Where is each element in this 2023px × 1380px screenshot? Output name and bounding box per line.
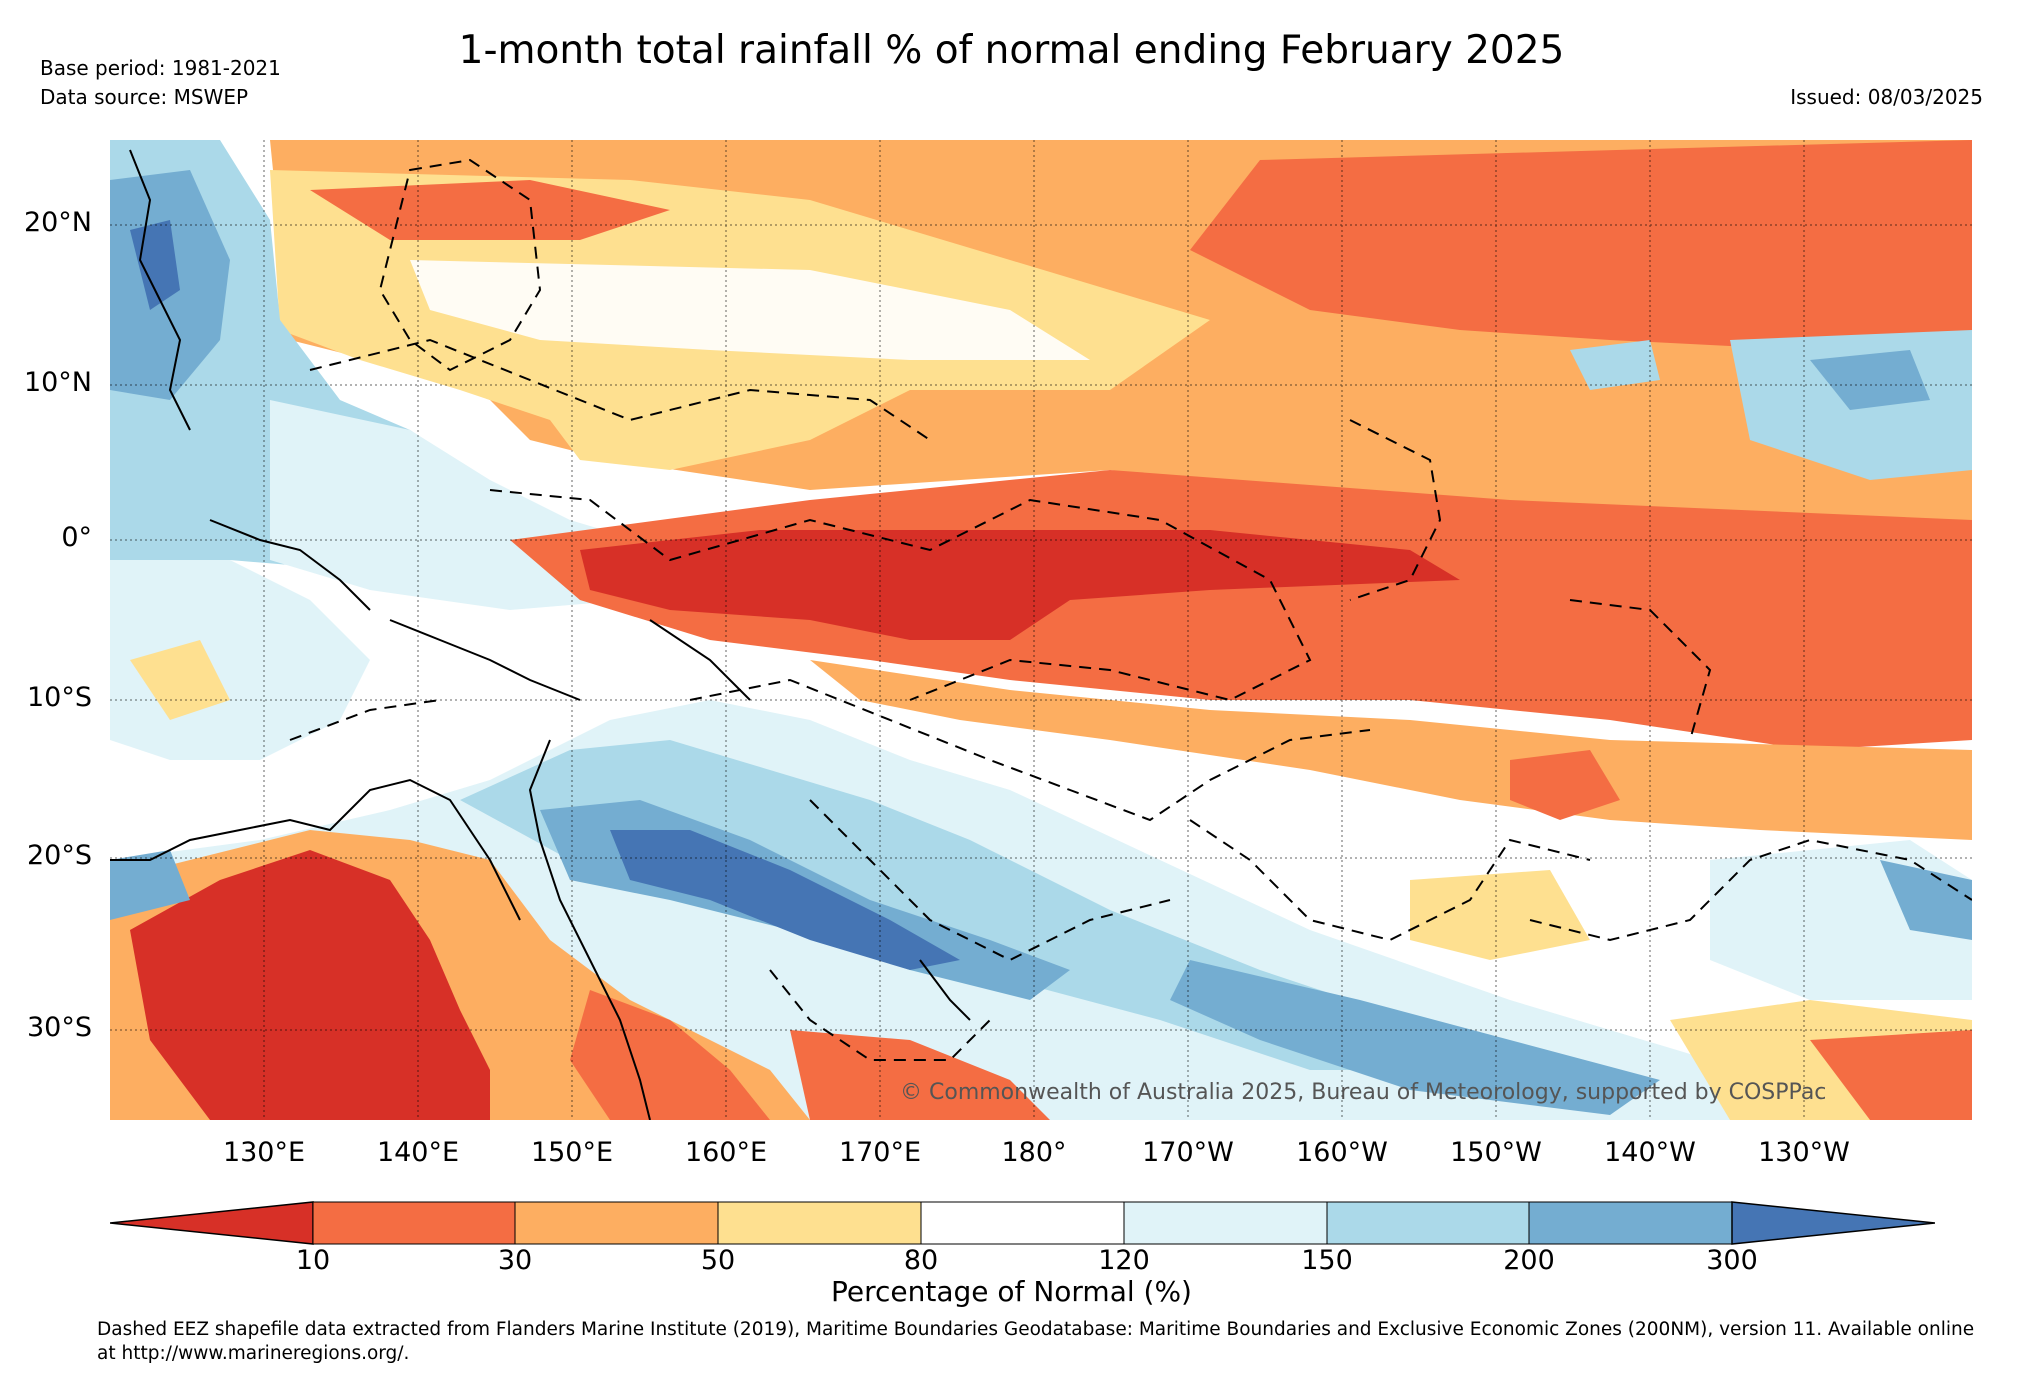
new-zealand-dry <box>790 1030 1050 1120</box>
footer-note: Dashed EEZ shapefile data extracted from… <box>97 1319 1975 1364</box>
lat-label-10n: 10°N <box>23 367 92 398</box>
colorbar <box>109 1200 1936 1250</box>
lat-label-0: 0° <box>61 522 92 553</box>
data-source: Data source: MSWEP <box>40 85 249 109</box>
map-title: 1-month total rainfall % of normal endin… <box>458 28 1565 73</box>
lon-label-160w: 160°W <box>1296 1137 1388 1168</box>
spcz-wet-east <box>1170 960 1660 1115</box>
colorbar-svg <box>109 1201 1936 1245</box>
australia-wet-west <box>110 850 190 920</box>
colorbar-segment-200-300 <box>1528 1201 1733 1245</box>
base-period: Base period: 1981-2021 <box>40 56 281 80</box>
colorbar-label: Percentage of Normal (%) <box>831 1275 1192 1308</box>
south-mod-dry-patch <box>1410 870 1590 960</box>
graticule <box>110 140 1972 1120</box>
colorbar-tick-10: 10 <box>295 1245 331 1276</box>
colorbar-segment-80-120 <box>920 1201 1125 1245</box>
rainfall-map: © Commonwealth of Australia 2025, Bureau… <box>110 140 1972 1120</box>
lon-label-180: 180° <box>1001 1137 1067 1168</box>
copyright-notice: © Commonwealth of Australia 2025, Bureau… <box>900 1080 1827 1105</box>
colorbar-tick-120: 120 <box>1098 1245 1150 1276</box>
spcz-very-wet-core <box>610 830 960 970</box>
colorbar-segment-50-80 <box>717 1201 922 1245</box>
colorbar-segment-30-50 <box>514 1201 719 1245</box>
lon-label-160e: 160°E <box>684 1137 768 1168</box>
lon-label-130e: 130°E <box>222 1137 306 1168</box>
colorbar-segment-10-30 <box>312 1201 516 1245</box>
cook-islands-dry <box>1510 750 1620 820</box>
colorbar-tick-150: 150 <box>1301 1245 1353 1276</box>
north-wet-east-core <box>1810 350 1930 410</box>
lon-label-150w: 150°W <box>1450 1137 1542 1168</box>
lat-label-20n: 20°N <box>23 207 92 238</box>
issued-date: Issued: 08/03/2025 <box>1790 85 1983 109</box>
coastlines <box>110 149 971 1120</box>
colorbar-tick-50: 50 <box>700 1245 736 1276</box>
lat-label-20s: 20°S <box>27 840 92 871</box>
north-normal-band <box>410 260 1090 360</box>
lon-label-170e: 170°E <box>838 1137 922 1168</box>
north-wet-small <box>1570 340 1660 390</box>
lon-label-150e: 150°E <box>530 1137 614 1168</box>
colorbar-segment-gt300 <box>1731 1201 1936 1245</box>
south-dry-east <box>1810 1030 1972 1120</box>
east-wet-small <box>1880 860 1972 940</box>
eez-boundaries <box>289 158 1972 1061</box>
colorbar-segment-150-200 <box>1326 1201 1530 1245</box>
australia-very-dry <box>130 850 490 1120</box>
colorbar-segment-lt10 <box>109 1201 314 1245</box>
lon-label-140e: 140°E <box>376 1137 460 1168</box>
colorbar-tick-80: 80 <box>903 1245 939 1276</box>
colorbar-tick-30: 30 <box>497 1245 533 1276</box>
rainfall-map-svg <box>110 140 1972 1120</box>
lat-label-10s: 10°S <box>27 682 92 713</box>
equatorial-very-dry-zone <box>580 530 1460 640</box>
colorbar-tick-300: 300 <box>1706 1245 1758 1276</box>
lat-label-30s: 30°S <box>27 1012 92 1043</box>
lon-label-170w: 170°W <box>1142 1137 1234 1168</box>
colorbar-segment-120-150 <box>1123 1201 1328 1245</box>
lon-label-140w: 140°W <box>1604 1137 1696 1168</box>
equatorial-mod-dry-south <box>810 660 1972 840</box>
north-very-dry-hawaii <box>1190 140 1972 350</box>
colorbar-tick-200: 200 <box>1503 1245 1555 1276</box>
lon-label-130w: 130°W <box>1758 1137 1850 1168</box>
